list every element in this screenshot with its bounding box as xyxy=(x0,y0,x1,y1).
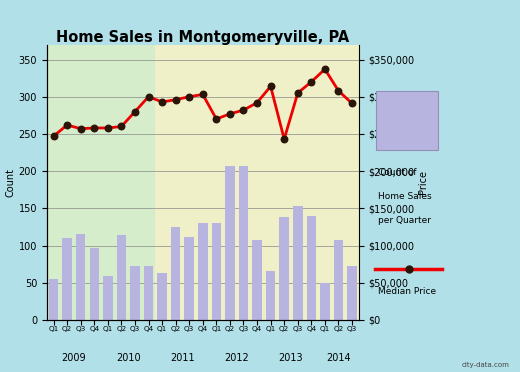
Point xyxy=(117,124,125,129)
Text: Count of: Count of xyxy=(378,168,417,177)
Bar xyxy=(185,237,194,320)
Point xyxy=(280,136,289,142)
Point xyxy=(321,66,329,72)
Point xyxy=(334,88,343,94)
Text: 2012: 2012 xyxy=(224,353,249,363)
Bar xyxy=(76,234,85,320)
Text: 2013: 2013 xyxy=(279,353,303,363)
Point xyxy=(90,125,98,131)
Bar xyxy=(307,216,316,320)
Text: per Quarter: per Quarter xyxy=(378,216,431,225)
Bar xyxy=(252,240,262,320)
Point xyxy=(307,79,316,85)
Text: city-data.com: city-data.com xyxy=(462,362,510,368)
Bar xyxy=(225,166,235,320)
Bar xyxy=(103,276,113,320)
Point xyxy=(212,116,220,122)
Bar xyxy=(320,283,330,320)
Bar xyxy=(239,166,248,320)
Y-axis label: Price: Price xyxy=(418,170,427,194)
Bar xyxy=(293,206,303,320)
Bar xyxy=(376,91,438,150)
Bar xyxy=(155,45,359,320)
Bar xyxy=(144,266,153,320)
Y-axis label: Count: Count xyxy=(6,168,16,197)
Point xyxy=(253,100,261,106)
Bar xyxy=(171,227,180,320)
Text: 2009: 2009 xyxy=(61,353,86,363)
Point xyxy=(49,133,58,139)
Point xyxy=(348,100,356,106)
Bar xyxy=(334,240,343,320)
Bar xyxy=(49,279,58,320)
Text: 2011: 2011 xyxy=(170,353,195,363)
Point xyxy=(185,94,193,100)
Text: Home Sales: Home Sales xyxy=(378,192,432,201)
Point xyxy=(294,90,302,96)
Point xyxy=(226,111,234,117)
Title: Home Sales in Montgomeryville, PA: Home Sales in Montgomeryville, PA xyxy=(56,30,349,45)
Text: 2010: 2010 xyxy=(116,353,140,363)
Point xyxy=(131,109,139,115)
Point xyxy=(266,83,275,89)
Text: 2014: 2014 xyxy=(326,353,351,363)
Text: Median Price: Median Price xyxy=(378,287,436,296)
Bar xyxy=(47,45,155,320)
Bar xyxy=(89,248,99,320)
Bar xyxy=(62,238,72,320)
Bar xyxy=(266,271,276,320)
Point xyxy=(199,92,207,97)
Bar xyxy=(198,223,207,320)
Bar xyxy=(116,235,126,320)
Point xyxy=(63,122,71,128)
Point xyxy=(103,125,112,131)
Bar xyxy=(279,217,289,320)
Bar xyxy=(158,273,167,320)
Point xyxy=(172,97,180,103)
Point xyxy=(158,99,166,105)
Point xyxy=(145,94,153,100)
Bar xyxy=(130,266,140,320)
Point xyxy=(76,126,85,132)
Bar xyxy=(212,223,221,320)
Point xyxy=(239,107,248,113)
Bar xyxy=(347,266,357,320)
